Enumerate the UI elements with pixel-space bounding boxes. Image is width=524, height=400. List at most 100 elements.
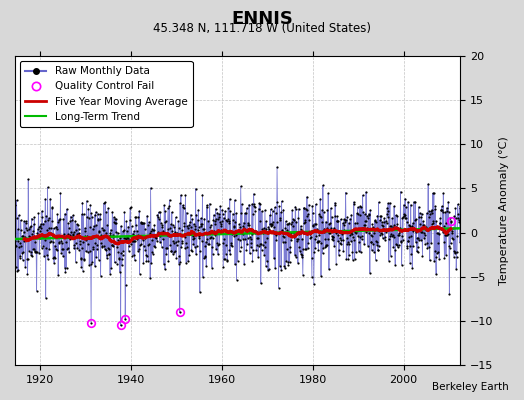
Point [153,212,161,218]
Point [32,249,40,255]
Point [254,254,263,260]
Point [457,211,466,218]
Point [433,240,442,246]
Point [17,227,25,233]
Point [268,222,276,228]
Point [111,216,119,222]
Point [342,256,351,262]
Point [407,233,416,240]
Point [434,230,443,236]
Point [288,223,297,230]
Point [137,241,146,247]
Point [183,223,191,229]
Legend: Raw Monthly Data, Quality Control Fail, Five Year Moving Average, Long-Term Tren: Raw Monthly Data, Quality Control Fail, … [20,61,192,127]
Point [383,205,391,211]
Point [276,263,284,269]
Point [211,218,219,224]
Point [156,233,164,240]
Point [430,206,439,213]
Point [392,242,401,249]
Point [245,222,253,228]
Point [40,218,49,225]
Point [232,210,241,216]
Point [425,208,433,214]
Point [145,219,153,225]
Point [214,210,223,217]
Point [415,213,423,220]
Point [291,206,300,212]
Point [317,272,325,279]
Point [200,255,208,262]
Point [69,232,78,238]
Point [23,227,31,233]
Point [205,200,214,207]
Point [45,215,53,221]
Point [455,219,463,226]
Point [190,235,198,242]
Point [42,245,51,252]
Point [209,217,217,223]
Point [18,257,27,263]
Point [67,234,75,240]
Point [293,236,302,242]
Point [94,217,102,223]
Point [8,231,17,237]
Point [189,241,198,247]
Point [16,217,25,224]
Point [411,239,420,246]
Point [436,215,444,222]
Point [179,202,187,208]
Point [265,226,274,232]
Point [205,241,213,247]
Point [146,230,154,236]
Point [297,250,305,257]
Point [80,256,88,263]
Point [146,275,155,282]
Point [171,229,179,235]
Point [376,217,384,224]
Point [314,246,323,253]
Point [361,211,369,217]
Point [43,184,52,190]
Point [81,233,90,239]
Point [124,235,132,242]
Point [237,210,245,216]
Point [182,240,190,246]
Point [90,234,99,240]
Point [23,256,31,262]
Point [438,203,446,210]
Point [412,216,420,222]
Point [160,219,169,226]
Point [116,322,125,329]
Point [250,204,259,210]
Point [175,253,183,259]
Point [252,230,260,236]
Point [421,240,429,247]
Point [93,246,101,252]
Point [275,203,283,210]
Point [414,244,422,250]
Point [191,186,200,192]
Point [10,217,18,224]
Point [36,223,45,229]
Point [189,232,197,239]
Point [292,236,301,242]
Point [23,271,31,278]
Point [408,223,416,229]
Point [397,239,405,246]
Point [275,284,283,291]
Point [56,190,64,196]
Point [21,264,29,270]
Point [278,228,286,234]
Point [258,226,267,232]
Point [245,201,253,208]
Point [243,205,251,211]
Point [379,223,387,229]
Point [389,244,398,251]
Point [250,201,258,207]
Point [295,244,303,250]
Point [332,261,340,267]
Point [374,199,383,205]
Point [314,238,323,244]
Point [315,213,324,219]
